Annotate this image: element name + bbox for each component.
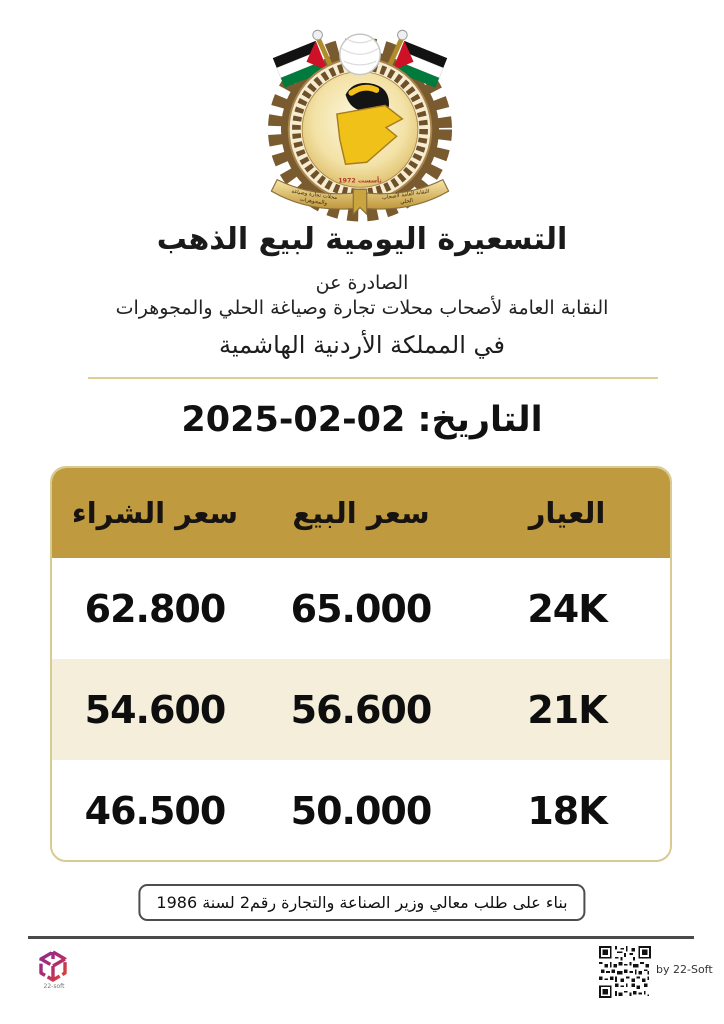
header-divider <box>88 377 658 379</box>
karat-value: 21K <box>527 687 607 732</box>
emblem-ribbon-left-line2: والمجوهرات <box>299 197 327 207</box>
table-row: 21K 56.600 54.600 <box>52 659 670 760</box>
22soft-logo-icon <box>39 950 67 982</box>
22soft-logo-caption: 22-soft <box>43 983 65 990</box>
sell-price-value: 56.600 <box>290 687 433 732</box>
karat-value: 24K <box>527 586 607 631</box>
page-title: التسعيرة اليومية لبيع الذهب <box>156 222 568 257</box>
emblem-ribbon-right-line2: الحلي <box>400 198 414 206</box>
karat-value: 18K <box>527 788 607 833</box>
kingdom-line: في المملكة الأردنية الهاشمية <box>218 331 506 359</box>
qr-code-icon <box>599 946 651 998</box>
col-header-buy-price: سعر الشراء <box>71 496 239 530</box>
emblem-established-text: تأسست 1972 <box>338 175 381 184</box>
table-header-row: العيار سعر البيع سعر الشراء <box>52 468 670 558</box>
table-row: 18K 50.000 46.500 <box>52 760 670 860</box>
col-header-sell-price: سعر البيع <box>292 496 430 530</box>
buy-price-value: 62.800 <box>84 586 227 631</box>
col-header-karat: العيار <box>528 496 606 530</box>
issued-by-line: الصادرة عن <box>315 272 409 294</box>
buy-price-value: 54.600 <box>84 687 227 732</box>
sell-price-value: 50.000 <box>290 788 433 833</box>
legal-note: بناء على طلب معالي وزير الصناعة والتجارة… <box>138 884 586 921</box>
buy-price-value: 46.500 <box>84 788 227 833</box>
gold-price-table: العيار سعر البيع سعر الشراء 24K 65.000 6… <box>50 466 672 862</box>
date-line: التاريخ: 02-02-2025 <box>181 400 543 440</box>
table-row: 24K 65.000 62.800 <box>52 558 670 659</box>
sell-price-value: 65.000 <box>290 586 433 631</box>
syndicate-emblem-icon: تأسست 1972 محلات تجارة وصياغة والمجوهرات… <box>267 29 453 222</box>
syndicate-name-line: النقابة العامة لأصحاب محلات تجارة وصياغة… <box>115 297 609 319</box>
credit-text: by 22-Soft <box>656 963 713 976</box>
footer-divider <box>28 936 694 939</box>
